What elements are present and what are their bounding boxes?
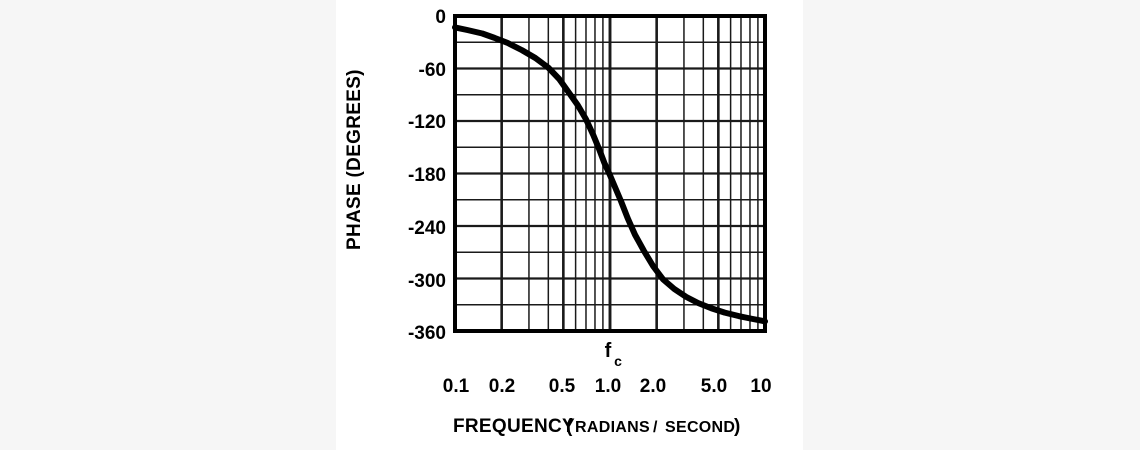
cutoff-frequency-marker: f c <box>605 340 622 369</box>
y-tick-label-0: 0 <box>435 7 446 28</box>
y-tick-label-6: -360 <box>408 323 446 344</box>
y-tick-label-5: -300 <box>408 271 446 292</box>
x-tick-label-6: 10 <box>750 376 771 397</box>
x-tick-label-1: 0.2 <box>489 376 515 397</box>
y-tick-label-4: -240 <box>408 218 446 239</box>
x-axis-title-paren-close: ) <box>734 416 741 437</box>
y-tick-label-2: -120 <box>408 112 446 133</box>
plot-area <box>452 14 768 333</box>
y-tick-label-3: -180 <box>408 165 446 186</box>
x-tick-label-5: 5.0 <box>701 376 727 397</box>
x-tick-label-4: 2.0 <box>640 376 666 397</box>
x-axis-title-units-1: RADIANS <box>575 419 650 436</box>
fc-letter: f <box>605 340 612 362</box>
x-tick-labels: 0.1 0.2 0.5 1.0 2.0 5.0 10 <box>443 376 772 397</box>
fc-subscript: c <box>614 353 622 369</box>
y-tick-label-1: -60 <box>419 60 446 81</box>
x-axis-title-group: FREQUENCY ( RADIANS / SECOND ) <box>453 416 741 437</box>
x-axis-title-main: FREQUENCY <box>453 416 575 437</box>
y-tick-labels: 0 -60 -120 -180 -240 -300 -360 <box>408 7 446 344</box>
y-axis-title: PHASE (DEGREES) <box>344 69 365 250</box>
x-axis-title-units-2: SECOND <box>665 419 735 436</box>
x-tick-label-2: 0.5 <box>549 376 576 397</box>
x-tick-label-0: 0.1 <box>443 376 470 397</box>
x-axis-title-slash: / <box>653 419 658 436</box>
figure-canvas: PHASE (DEGREES) 0 -60 -120 -180 -240 -30… <box>336 0 803 450</box>
y-axis-title-group: PHASE (DEGREES) <box>344 69 365 250</box>
x-tick-label-3: 1.0 <box>595 376 621 397</box>
plot-frame <box>453 14 767 333</box>
phase-response-chart: PHASE (DEGREES) 0 -60 -120 -180 -240 -30… <box>344 7 772 437</box>
x-axis-title-paren-open: ( <box>566 416 573 437</box>
phase-response-curve <box>452 24 768 325</box>
